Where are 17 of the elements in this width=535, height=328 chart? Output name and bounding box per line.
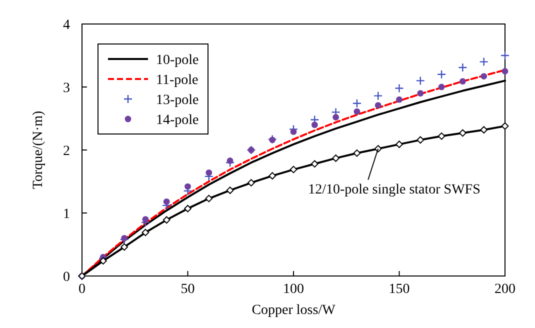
y-axis-title: Torque/(N·m) [31, 110, 46, 190]
x-axis-title: Copper loss/W [252, 303, 336, 318]
y-tick-label: 1 [63, 207, 70, 222]
legend-label: 14-pole [156, 113, 199, 128]
y-tick-label: 3 [63, 81, 70, 96]
x-tick-label: 200 [494, 282, 516, 297]
legend-label: 10-pole [156, 53, 199, 68]
x-tick-label: 150 [388, 282, 410, 297]
legend-label: 11-pole [156, 73, 198, 88]
x-tick-label: 100 [283, 282, 304, 297]
x-tick-label: 50 [180, 282, 195, 297]
y-tick-label: 2 [63, 144, 70, 159]
y-tick-label: 4 [63, 18, 70, 33]
x-tick-label: 0 [78, 282, 86, 297]
annotation: 12/10-pole single stator SWFS [308, 182, 480, 198]
y-tick-label: 0 [63, 270, 70, 285]
legend-label: 13-pole [156, 93, 199, 108]
